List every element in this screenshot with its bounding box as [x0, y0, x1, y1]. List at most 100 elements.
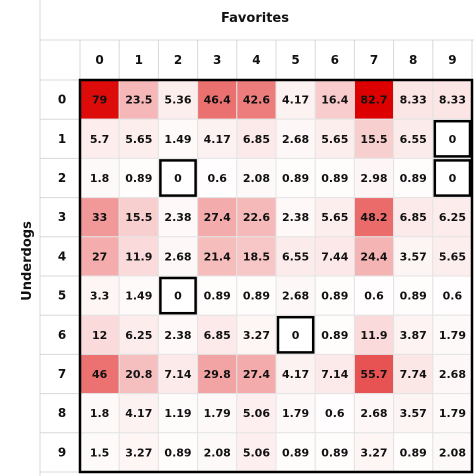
heatmap-cell: [393, 197, 434, 238]
cell-value-label: 46.4: [204, 94, 231, 107]
heatmap-cell: [314, 275, 355, 316]
cell-value-label: 2.38: [164, 211, 191, 224]
heatmap-cell: [393, 236, 434, 277]
cell-value-label: 0.89: [321, 290, 348, 303]
cell-value-label: 2.38: [282, 211, 309, 224]
cell-value-label: 5.65: [125, 133, 152, 146]
cell-value-label: 42.6: [243, 94, 270, 107]
x-tick-label: 0: [95, 53, 103, 67]
cell-value-label: 5.65: [321, 133, 348, 146]
cell-value-label: 6.55: [400, 133, 427, 146]
cell-value-label: 0.89: [282, 446, 309, 459]
cell-value-label: 1.49: [125, 290, 152, 303]
cell-value-label: 0.6: [364, 290, 384, 303]
cell-value-label: 22.6: [243, 211, 270, 224]
cell-value-label: 0: [292, 329, 300, 342]
heatmap-cell: [275, 236, 316, 277]
heatmap-cell: [393, 118, 434, 159]
cell-value-label: 55.7: [360, 368, 387, 381]
cell-value-label: 4.17: [282, 368, 309, 381]
cell-value-label: 6.85: [243, 133, 270, 146]
heatmap-cell: [314, 314, 355, 355]
cell-value-label: 4.17: [125, 407, 152, 420]
x-tick-label: 2: [174, 53, 182, 67]
cell-value-label: 20.8: [125, 368, 152, 381]
x-axis-title: Favorites: [221, 11, 289, 26]
heatmap-cell: [432, 432, 473, 473]
cell-value-label: 48.2: [360, 211, 387, 224]
cell-value-label: 1.8: [90, 172, 110, 185]
y-tick-label: 8: [58, 406, 66, 420]
heatmap-cell: [314, 118, 355, 159]
y-tick-label: 0: [58, 93, 66, 107]
cell-value-label: 6.25: [439, 211, 466, 224]
cell-value-label: 12: [92, 329, 107, 342]
cell-value-label: 1.79: [439, 407, 466, 420]
cell-value-label: 16.4: [321, 94, 348, 107]
heatmap-cell: [118, 197, 159, 238]
x-tick-label: 5: [291, 53, 299, 67]
y-tick-label: 6: [58, 328, 66, 342]
heatmap-cell: [432, 118, 473, 159]
cell-value-label: 7.14: [321, 368, 348, 381]
cell-value-label: 3.57: [400, 407, 427, 420]
cell-value-label: 21.4: [204, 250, 231, 263]
cell-value-label: 3.3: [90, 290, 110, 303]
cell-value-label: 3.27: [360, 446, 387, 459]
cell-value-label: 27: [92, 250, 107, 263]
cell-value-label: 0.89: [321, 172, 348, 185]
heatmap-cell: [236, 118, 277, 159]
highlighted-cell-outline: [276, 315, 315, 354]
cell-value-label: 0: [449, 133, 457, 146]
x-tick-label: 4: [252, 53, 260, 67]
cell-value-label: 0.89: [321, 446, 348, 459]
cell-value-label: 6.85: [204, 329, 231, 342]
cell-value-label: 0.89: [400, 446, 427, 459]
cell-value-label: 0.89: [204, 290, 231, 303]
cell-value-label: 5.7: [90, 133, 110, 146]
y-tick-label: 5: [58, 289, 66, 303]
cell-value-label: 27.4: [204, 211, 231, 224]
cell-value-label: 2.08: [243, 172, 270, 185]
cell-value-label: 2.68: [360, 407, 387, 420]
cell-value-label: 2.68: [282, 290, 309, 303]
heatmap-cell: [157, 275, 199, 316]
cell-value-label: 0: [174, 290, 182, 303]
highlighted-cell-outline: [433, 119, 472, 158]
cell-value-label: 6.85: [400, 211, 427, 224]
heatmap-cell: [118, 236, 159, 277]
cell-value-label: 4.17: [282, 94, 309, 107]
cell-value-label: 2.68: [164, 250, 191, 263]
cell-value-label: 0: [449, 172, 457, 185]
heatmap-cell: [197, 275, 238, 316]
heatmap-cell: [393, 314, 434, 355]
heatmap-cell: [432, 157, 473, 199]
x-tick-label: 7: [370, 53, 378, 67]
heatmap-cell: [432, 353, 473, 395]
cell-value-label: 29.8: [204, 368, 231, 381]
cell-value-label: 0.89: [282, 172, 309, 185]
heatmap-cell: [157, 157, 199, 199]
heatmap-cell: [236, 275, 277, 316]
cell-value-label: 79: [92, 94, 107, 107]
cell-value-label: 7.74: [400, 368, 427, 381]
heatmap-cell: [275, 197, 316, 238]
heatmap-cell: [353, 353, 395, 395]
cell-value-label: 18.5: [243, 250, 270, 263]
highlighted-cell-outline: [433, 159, 472, 197]
cell-value-label: 82.7: [360, 94, 387, 107]
y-tick-label: 1: [58, 132, 66, 146]
heatmap-cell: [432, 197, 473, 238]
heatmap-cell: [314, 79, 355, 120]
heatmap-cell: [197, 314, 238, 355]
heatmap-cell: [197, 393, 238, 434]
cell-value-label: 27.4: [243, 368, 270, 381]
heatmap-cell: [118, 275, 159, 316]
cell-value-label: 4.17: [204, 133, 231, 146]
cell-value-label: 24.4: [360, 250, 387, 263]
cell-value-label: 5.06: [243, 407, 270, 420]
heatmap-cell: [314, 432, 355, 473]
cell-value-label: 0.6: [443, 290, 463, 303]
cell-value-label: 15.5: [125, 211, 152, 224]
